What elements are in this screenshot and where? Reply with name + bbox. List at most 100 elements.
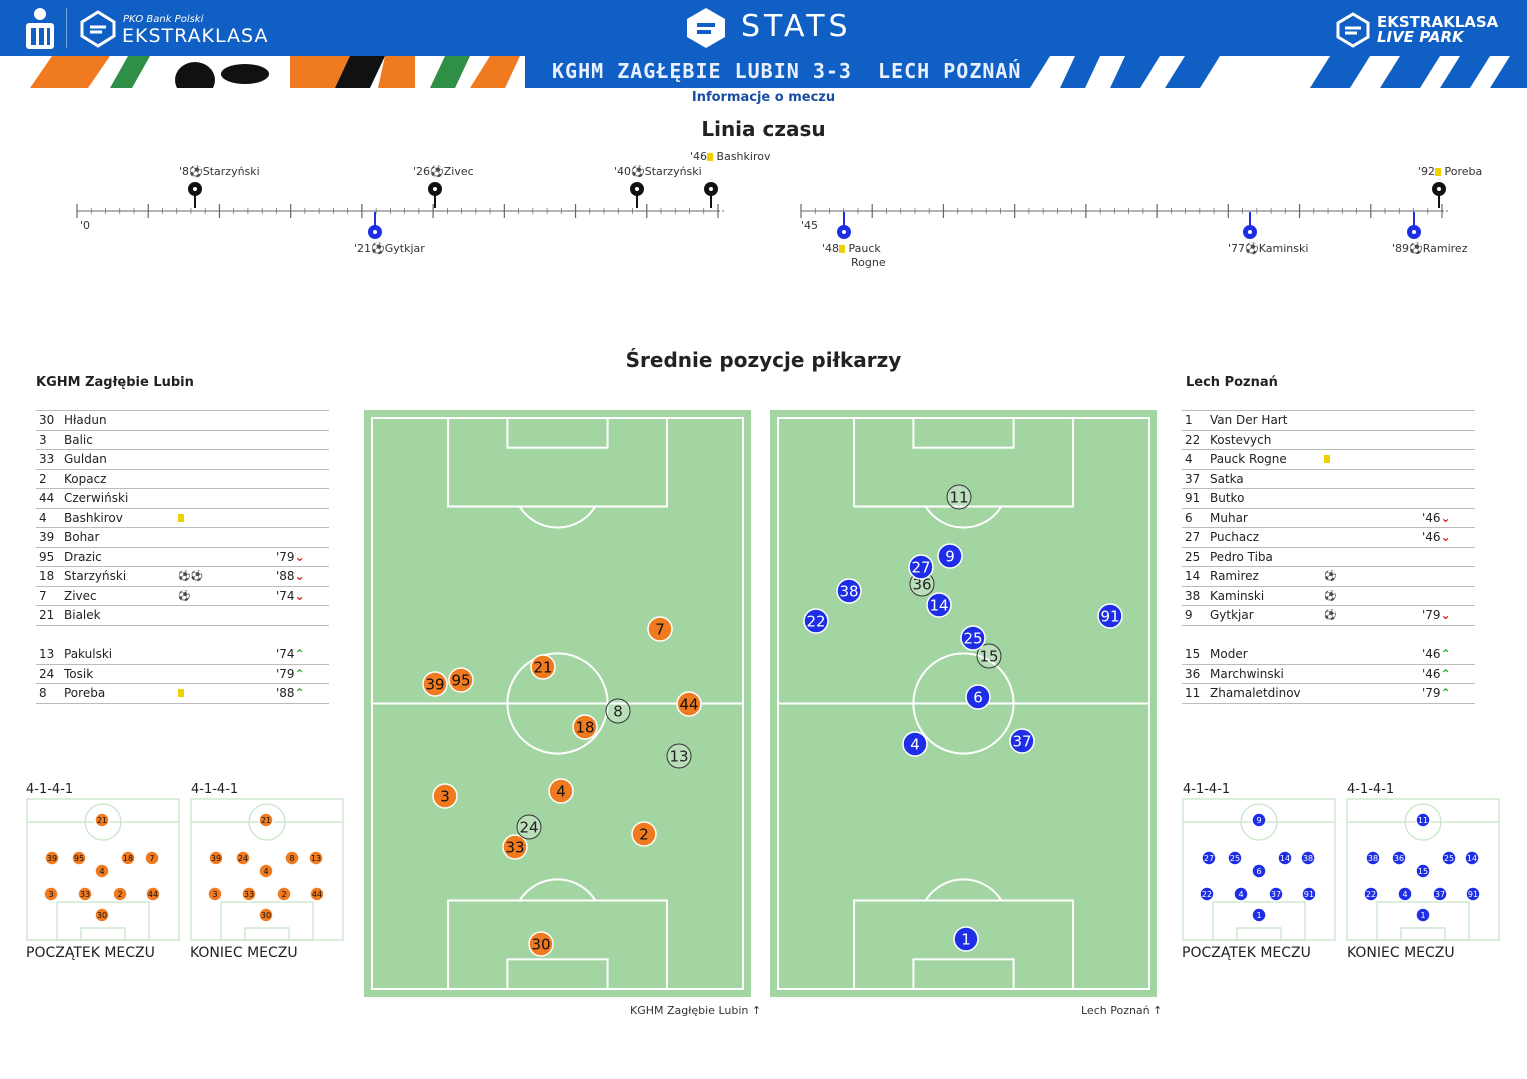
roster-row[interactable]: 11 Zhamaletdinov '79⌃ (1182, 684, 1475, 704)
player-marker[interactable]: 21 (258, 812, 274, 828)
player-marker[interactable]: 25 (1441, 850, 1457, 866)
player-marker[interactable]: 11 (946, 484, 972, 510)
roster-row[interactable]: 25 Pedro Tiba (1182, 548, 1475, 567)
player-marker[interactable]: 37 (1268, 886, 1284, 902)
player-marker[interactable]: 18 (120, 850, 136, 866)
player-marker[interactable]: 8 (605, 698, 631, 724)
player-marker[interactable]: 44 (309, 886, 325, 902)
player-marker[interactable]: 3 (43, 886, 59, 902)
player-marker[interactable]: 13 (666, 743, 692, 769)
player-marker[interactable]: 3 (207, 886, 223, 902)
roster-row[interactable]: 22 Kostevych (1182, 431, 1475, 450)
player-marker[interactable]: 91 (1097, 603, 1123, 629)
player-marker[interactable]: 18 (572, 714, 598, 740)
player-marker[interactable]: 15 (1415, 863, 1431, 879)
player-marker[interactable]: 25 (960, 625, 986, 651)
player-marker[interactable]: 33 (502, 834, 528, 860)
player-marker[interactable]: 95 (448, 667, 474, 693)
roster-row[interactable]: 4 Bashkirov (36, 509, 329, 528)
player-marker[interactable]: 33 (77, 886, 93, 902)
player-marker[interactable]: 15 (976, 643, 1002, 669)
player-marker[interactable]: 3 (432, 783, 458, 809)
player-marker[interactable]: 4 (548, 778, 574, 804)
player-marker[interactable]: 21 (530, 654, 556, 680)
player-marker[interactable]: 39 (44, 850, 60, 866)
player-marker[interactable]: 44 (676, 691, 702, 717)
player-marker[interactable]: 91 (1465, 886, 1481, 902)
player-marker[interactable]: 1 (1415, 907, 1431, 923)
roster-row[interactable]: 24 Tosik '79⌃ (36, 665, 329, 684)
player-marker[interactable]: 4 (94, 863, 110, 879)
player-marker[interactable]: 22 (1199, 886, 1215, 902)
player-marker[interactable]: 4 (1397, 886, 1413, 902)
roster-row[interactable]: 18 Starzyński ⚽⚽ '88⌄ (36, 567, 329, 587)
player-marker[interactable]: 9 (937, 543, 963, 569)
roster-row[interactable]: 44 Czerwiński (36, 489, 329, 509)
player-marker[interactable]: 22 (1363, 886, 1379, 902)
player-marker[interactable]: 6 (1251, 863, 1267, 879)
player-marker[interactable]: 14 (1277, 850, 1293, 866)
roster-row[interactable]: 39 Bohar (36, 528, 329, 548)
player-marker[interactable]: 8 (284, 850, 300, 866)
player-marker[interactable]: 39 (422, 671, 448, 697)
player-marker[interactable]: 4 (1233, 886, 1249, 902)
player-marker[interactable]: 30 (94, 907, 110, 923)
player-marker[interactable]: 1 (1251, 907, 1267, 923)
player-marker[interactable]: 30 (528, 931, 554, 957)
roster-row[interactable]: 37 Satka (1182, 470, 1475, 489)
player-marker[interactable]: 14 (926, 592, 952, 618)
player-marker[interactable]: 7 (144, 850, 160, 866)
roster-row[interactable]: 15 Moder '46⌃ (1182, 645, 1475, 665)
roster-row[interactable]: 8 Poreba '88⌃ (36, 684, 329, 704)
player-marker[interactable]: 38 (836, 578, 862, 604)
player-marker[interactable]: 4 (258, 863, 274, 879)
roster-row[interactable]: 9 Gytkjar ⚽ '79⌄ (1182, 606, 1475, 626)
roster-row[interactable]: 21 Bialek (36, 606, 329, 626)
player-marker[interactable]: 91 (1301, 886, 1317, 902)
player-marker[interactable]: 11 (1415, 812, 1431, 828)
player-marker[interactable]: 33 (241, 886, 257, 902)
roster-row[interactable]: 91 Butko (1182, 489, 1475, 509)
player-marker[interactable]: 6 (965, 684, 991, 710)
player-marker[interactable]: 37 (1009, 728, 1035, 754)
player-marker[interactable]: 21 (94, 812, 110, 828)
player-marker[interactable]: 27 (908, 554, 934, 580)
roster-row[interactable]: 13 Pakulski '74⌃ (36, 645, 329, 665)
player-marker[interactable]: 2 (112, 886, 128, 902)
player-marker[interactable]: 14 (1464, 850, 1480, 866)
player-marker[interactable]: 24 (516, 814, 542, 840)
player-marker[interactable]: 1 (953, 926, 979, 952)
roster-row[interactable]: 33 Guldan (36, 450, 329, 470)
roster-row[interactable]: 4 Pauck Rogne (1182, 450, 1475, 470)
roster-row[interactable]: 7 Zivec ⚽ '74⌄ (36, 587, 329, 606)
roster-row[interactable]: 30 Hładun (36, 411, 329, 431)
player-marker[interactable]: 24 (235, 850, 251, 866)
roster-row[interactable]: 38 Kaminski ⚽ (1182, 587, 1475, 606)
player-marker[interactable]: 2 (631, 821, 657, 847)
player-marker[interactable]: 36 (1391, 850, 1407, 866)
player-marker[interactable]: 95 (71, 850, 87, 866)
player-marker[interactable]: 38 (1365, 850, 1381, 866)
player-marker[interactable]: 38 (1300, 850, 1316, 866)
player-marker[interactable]: 30 (258, 907, 274, 923)
player-marker[interactable]: 44 (145, 886, 161, 902)
roster-row[interactable]: 1 Van Der Hart (1182, 411, 1475, 431)
player-marker[interactable]: 25 (1227, 850, 1243, 866)
player-marker[interactable]: 22 (803, 608, 829, 634)
player-marker[interactable]: 37 (1432, 886, 1448, 902)
player-marker[interactable]: 27 (1201, 850, 1217, 866)
roster-row[interactable]: 36 Marchwinski '46⌃ (1182, 665, 1475, 684)
roster-row[interactable]: 3 Balic (36, 431, 329, 450)
roster-row[interactable]: 27 Puchacz '46⌄ (1182, 528, 1475, 548)
roster-row[interactable]: 14 Ramirez ⚽ (1182, 567, 1475, 587)
roster-row[interactable]: 95 Drazic '79⌄ (36, 548, 329, 567)
player-marker[interactable]: 13 (308, 850, 324, 866)
player-marker[interactable]: 9 (1251, 812, 1267, 828)
player-marker[interactable]: 2 (276, 886, 292, 902)
roster-row[interactable]: 2 Kopacz (36, 470, 329, 489)
player-marker[interactable]: 7 (647, 616, 673, 642)
player-marker[interactable]: 39 (208, 850, 224, 866)
roster-row[interactable]: 6 Muhar '46⌄ (1182, 509, 1475, 528)
match-info-link[interactable]: Informacje o meczu (691, 90, 836, 105)
player-marker[interactable]: 4 (902, 731, 928, 757)
